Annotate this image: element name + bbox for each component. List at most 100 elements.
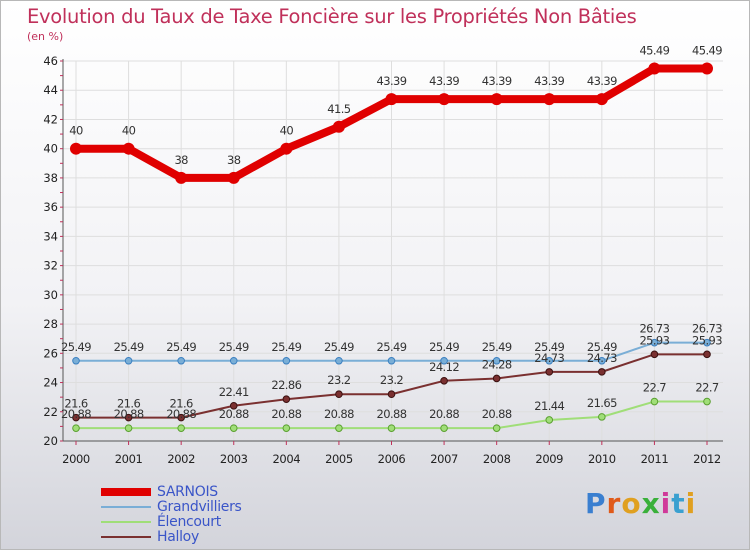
x-tick-label: 2001: [115, 452, 143, 466]
data-label: 21.6: [64, 397, 87, 411]
data-point: [543, 93, 556, 106]
data-point: [175, 171, 188, 184]
data-point: [595, 93, 608, 106]
data-label: 40: [69, 124, 83, 138]
data-label: 24.28: [482, 357, 512, 371]
data-point: [72, 356, 80, 365]
y-tick-label: 42: [43, 112, 58, 126]
data-point: [227, 171, 240, 184]
data-point: [124, 424, 133, 432]
data-label: 43.39: [587, 74, 617, 88]
y-tick-label: 46: [43, 54, 58, 68]
data-point: [650, 397, 659, 406]
data-point: [124, 356, 133, 365]
data-label: 25.49: [324, 340, 354, 354]
data-point: [650, 338, 659, 347]
data-point: [335, 424, 343, 432]
data-point: [598, 356, 606, 365]
data-label: 20.88: [219, 407, 249, 421]
data-point: [492, 374, 501, 383]
data-label: 43.39: [482, 74, 512, 88]
y-tick-label: 30: [43, 288, 58, 302]
data-label: 40: [122, 124, 136, 138]
x-tick-label: 2008: [483, 452, 511, 466]
data-point: [229, 356, 238, 365]
y-tick-label: 36: [43, 200, 58, 214]
data-label: 25.49: [377, 340, 407, 354]
data-point: [703, 338, 711, 347]
data-label: 23.2: [380, 373, 403, 387]
data-label: 25.49: [429, 340, 459, 354]
legend-label: Élencourt: [157, 514, 221, 530]
y-tick-label: 40: [43, 142, 58, 156]
data-label: 25.49: [61, 340, 91, 354]
data-point: [229, 424, 238, 432]
chart-subtitle: (en %): [27, 30, 64, 43]
legend-swatch: [101, 521, 151, 523]
data-point: [701, 62, 713, 75]
y-tick-label: 38: [43, 171, 58, 185]
data-point: [387, 424, 396, 432]
data-point: [650, 350, 659, 359]
data-label: 20.88: [429, 407, 459, 421]
logo-letter: o: [621, 487, 642, 520]
data-point: [440, 356, 448, 365]
legend-swatch: [101, 506, 151, 508]
data-point: [492, 356, 501, 365]
data-label: 21.6: [170, 397, 193, 411]
data-label: 25.93: [692, 333, 722, 347]
data-label: 38: [174, 153, 188, 167]
data-label: 22.7: [643, 381, 666, 395]
data-label: 25.49: [166, 340, 196, 354]
data-label: 20.88: [114, 407, 144, 421]
y-tick-label: 26: [43, 346, 58, 360]
data-label: 25.49: [587, 340, 617, 354]
data-point: [72, 424, 80, 432]
data-label: 22.7: [695, 381, 718, 395]
x-tick-label: 2012: [693, 452, 721, 466]
data-point: [332, 120, 345, 133]
data-point: [387, 390, 396, 399]
legend-swatch: [101, 536, 151, 538]
logo-letter: t: [671, 487, 686, 520]
x-tick-label: 2009: [535, 452, 563, 466]
data-point: [598, 368, 606, 376]
data-point: [124, 413, 133, 422]
data-label: 43.39: [534, 74, 564, 88]
x-tick-label: 2000: [62, 452, 90, 466]
logo-letter: P: [585, 487, 607, 520]
data-point: [703, 350, 711, 359]
data-point: [545, 368, 554, 376]
y-tick-label: 28: [43, 317, 58, 331]
data-label: 24.12: [429, 360, 459, 374]
data-label: 20.88: [377, 407, 407, 421]
data-point: [545, 416, 554, 424]
data-label: 25.49: [219, 340, 249, 354]
data-point: [177, 424, 185, 432]
data-label: 25.49: [114, 340, 144, 354]
data-label: 21.65: [587, 396, 617, 410]
x-tick-label: 2003: [220, 452, 248, 466]
data-label: 26.73: [639, 322, 669, 336]
data-point: [387, 356, 396, 365]
data-label: 25.93: [639, 333, 669, 347]
data-point: [122, 142, 135, 155]
data-label: 20.88: [482, 407, 512, 421]
legend-label: SARNOIS: [157, 484, 218, 500]
data-label: 22.41: [219, 385, 249, 399]
data-label: 25.49: [271, 340, 301, 354]
y-tick-label: 44: [43, 83, 58, 97]
data-point: [545, 356, 554, 365]
data-point: [70, 142, 82, 155]
data-point: [648, 62, 661, 75]
data-label: 45.49: [639, 43, 669, 57]
data-label: 22.86: [271, 378, 301, 392]
data-label: 20.88: [61, 407, 91, 421]
data-point: [703, 397, 711, 406]
data-point: [492, 424, 501, 432]
data-point: [229, 401, 238, 410]
data-point: [282, 395, 291, 404]
data-label: 20.88: [324, 407, 354, 421]
